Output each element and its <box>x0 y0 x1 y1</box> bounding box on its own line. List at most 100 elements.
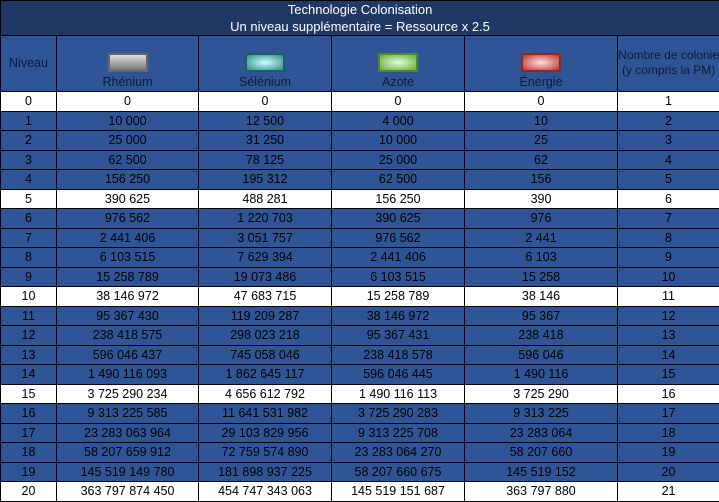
cell-rhenium: 238 418 575 <box>57 326 199 346</box>
cell-rhenium: 23 283 063 964 <box>57 423 199 443</box>
cell-rhenium: 1 490 116 093 <box>57 365 199 385</box>
cell-nombre: 18 <box>618 423 719 443</box>
cell-selenium: 11 641 531 982 <box>199 404 332 424</box>
cell-energie: 62 <box>465 150 618 170</box>
cell-niveau: 13 <box>1 345 57 365</box>
cell-energie: 390 <box>465 189 618 209</box>
cell-selenium: 29 103 829 956 <box>199 423 332 443</box>
cell-selenium: 7 629 394 <box>199 248 332 268</box>
cell-selenium: 454 747 343 063 <box>199 482 332 502</box>
cell-nombre: 5 <box>618 170 719 190</box>
cell-niveau: 4 <box>1 170 57 190</box>
cell-niveau: 17 <box>1 423 57 443</box>
cell-energie: 156 <box>465 170 618 190</box>
cell-selenium: 47 683 715 <box>199 287 332 307</box>
cell-azote: 6 103 515 <box>332 267 465 287</box>
cell-azote: 9 313 225 708 <box>332 423 465 443</box>
cell-nombre: 21 <box>618 482 719 502</box>
header-label: Énergie <box>519 75 562 89</box>
cell-azote: 596 046 445 <box>332 365 465 385</box>
cell-nombre: 15 <box>618 365 719 385</box>
header-label: Azote <box>382 75 414 89</box>
cell-rhenium: 10 000 <box>57 111 199 131</box>
cell-energie: 0 <box>465 92 618 112</box>
cell-energie: 976 <box>465 209 618 229</box>
header-niveau: Niveau <box>1 36 57 92</box>
cell-niveau: 20 <box>1 482 57 502</box>
cell-nombre: 11 <box>618 287 719 307</box>
cell-niveau: 3 <box>1 150 57 170</box>
header-selenium: Sélénium <box>199 36 332 92</box>
table-title: Technologie Colonisation <box>1 1 719 19</box>
cell-energie: 15 258 <box>465 267 618 287</box>
cell-azote: 10 000 <box>332 131 465 151</box>
cell-rhenium: 3 725 290 234 <box>57 384 199 404</box>
cell-energie: 238 418 <box>465 326 618 346</box>
cell-nombre: 4 <box>618 150 719 170</box>
cell-selenium: 12 500 <box>199 111 332 131</box>
cell-energie: 10 <box>465 111 618 131</box>
header-nombre-colonie: Nombre de colonie (y compris la PM) <box>618 36 719 92</box>
cell-rhenium: 9 313 225 585 <box>57 404 199 424</box>
cell-selenium: 298 023 218 <box>199 326 332 346</box>
cell-azote: 145 519 151 687 <box>332 482 465 502</box>
azote-resource-icon <box>378 53 418 72</box>
cell-selenium: 195 312 <box>199 170 332 190</box>
cell-nombre: 17 <box>618 404 719 424</box>
cell-energie: 145 519 152 <box>465 462 618 482</box>
cell-nombre: 12 <box>618 306 719 326</box>
cell-energie: 38 146 <box>465 287 618 307</box>
cell-azote: 95 367 431 <box>332 326 465 346</box>
header-energie: Énergie <box>465 36 618 92</box>
cell-niveau: 18 <box>1 443 57 463</box>
cell-nombre: 16 <box>618 384 719 404</box>
cell-energie: 95 367 <box>465 306 618 326</box>
cell-niveau: 5 <box>1 189 57 209</box>
cell-azote: 23 283 064 270 <box>332 443 465 463</box>
cell-azote: 0 <box>332 92 465 112</box>
cell-nombre: 7 <box>618 209 719 229</box>
cell-energie: 2 441 <box>465 228 618 248</box>
cell-selenium: 0 <box>199 92 332 112</box>
cell-niveau: 1 <box>1 111 57 131</box>
cell-energie: 9 313 225 <box>465 404 618 424</box>
cell-niveau: 0 <box>1 92 57 112</box>
cell-rhenium: 15 258 789 <box>57 267 199 287</box>
cell-niveau: 14 <box>1 365 57 385</box>
cell-nombre: 9 <box>618 248 719 268</box>
cell-niveau: 11 <box>1 306 57 326</box>
cell-selenium: 31 250 <box>199 131 332 151</box>
cell-niveau: 16 <box>1 404 57 424</box>
energie-resource-icon <box>521 53 561 72</box>
cell-rhenium: 596 046 437 <box>57 345 199 365</box>
cell-rhenium: 38 146 972 <box>57 287 199 307</box>
cell-rhenium: 95 367 430 <box>57 306 199 326</box>
cell-nombre: 1 <box>618 92 719 112</box>
cell-rhenium: 6 103 515 <box>57 248 199 268</box>
cell-azote: 3 725 290 283 <box>332 404 465 424</box>
cell-energie: 3 725 290 <box>465 384 618 404</box>
cell-nombre: 19 <box>618 443 719 463</box>
cell-selenium: 488 281 <box>199 189 332 209</box>
cell-azote: 390 625 <box>332 209 465 229</box>
cell-selenium: 78 125 <box>199 150 332 170</box>
selenium-resource-icon <box>245 53 285 72</box>
cell-nombre: 8 <box>618 228 719 248</box>
cell-selenium: 3 051 757 <box>199 228 332 248</box>
cell-niveau: 2 <box>1 131 57 151</box>
cell-niveau: 6 <box>1 209 57 229</box>
cell-rhenium: 156 250 <box>57 170 199 190</box>
header-rhenium: Rhénium <box>57 36 199 92</box>
cell-nombre: 20 <box>618 462 719 482</box>
cell-rhenium: 145 519 149 780 <box>57 462 199 482</box>
